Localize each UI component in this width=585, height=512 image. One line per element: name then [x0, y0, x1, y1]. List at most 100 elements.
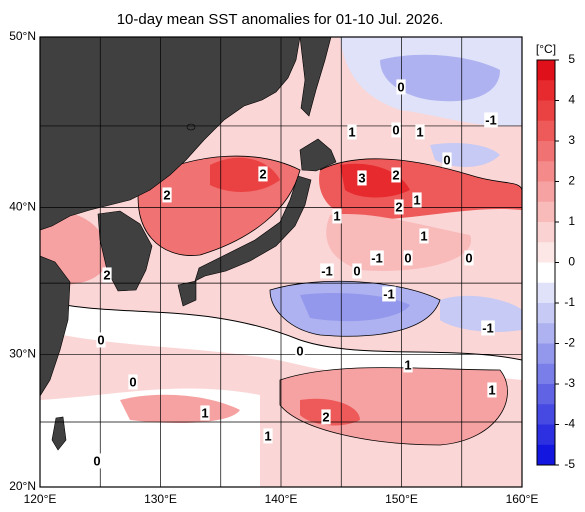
contour-label-bg: [352, 263, 362, 279]
contour-label-bg: [102, 267, 112, 283]
contour-label-bg: [320, 263, 334, 279]
colorbar-tick-label: -4: [564, 417, 575, 431]
colorbar-tick-label: 3: [568, 133, 575, 147]
colorbar-tick-label: 1: [568, 214, 575, 228]
contour-label-bg: [391, 167, 401, 183]
contour-label-bg: [96, 332, 106, 348]
contour-label: -1: [485, 112, 497, 127]
contour-label-bg: [394, 199, 404, 215]
map-title: 10-day mean SST anomalies for 01-10 Jul.…: [117, 11, 444, 28]
contour-label-bg: [128, 374, 138, 390]
colorbar-bin: [537, 141, 555, 162]
colorbar-bin: [537, 80, 555, 101]
contour-label-bg: [442, 152, 452, 168]
contour-label-bg: [484, 112, 498, 128]
colorbar-bin: [537, 161, 555, 182]
contour-label: 1: [488, 382, 495, 397]
land: [40, 37, 337, 451]
y-tick-label: 20°N: [9, 479, 36, 493]
x-tick-label: 160°E: [506, 492, 539, 506]
colorbar-tick-label: 4: [568, 93, 575, 107]
x-tick-label: 140°E: [265, 492, 298, 506]
contour-label-bg: [200, 405, 210, 421]
contour-label: 2: [259, 166, 266, 181]
contour-label: 0: [93, 453, 100, 468]
y-tick-label: 40°N: [9, 200, 36, 214]
contour-label: -1: [383, 286, 395, 301]
colorbar-bin: [537, 424, 555, 446]
contour-label-bg: [396, 79, 406, 95]
colorbar: 5 4 3 2 1 0 -1 -2 -3 -4 -5: [536, 52, 575, 471]
contour-label: -1: [482, 320, 494, 335]
colorbar-bin: [537, 282, 555, 304]
colorbar-tick-label: -1: [564, 295, 575, 309]
contour-label-bg: [464, 250, 474, 266]
contour-label-bg: [481, 320, 495, 336]
contour-label-bg: [382, 286, 396, 302]
contour-label-bg: [487, 382, 497, 398]
colorbar-bin: [537, 242, 555, 263]
contour-label: 0: [443, 152, 450, 167]
contour-label-bg: [295, 343, 305, 359]
contour-label: 0: [397, 79, 404, 94]
colorbar-bin: [537, 222, 555, 243]
contour-label-bg: [419, 228, 429, 244]
colorbar-tick-label: 2: [568, 174, 575, 188]
contour-label: 0: [392, 122, 399, 137]
y-tick-label: 50°N: [9, 29, 36, 43]
colorbar-tick-label: -5: [564, 457, 575, 471]
contour-label-bg: [415, 124, 425, 140]
contour-label: 2: [163, 187, 170, 202]
contour-label: 1: [348, 124, 355, 139]
contour-label-bg: [357, 170, 367, 186]
contour-label-bg: [391, 122, 401, 138]
colorbar-bin: [537, 60, 555, 81]
colorbar-bin: [537, 404, 555, 425]
contour-label: 3: [358, 170, 365, 185]
colorbar-tick-label: -3: [564, 376, 575, 390]
contour-label: 1: [201, 405, 208, 420]
colorbar-bin: [537, 120, 555, 142]
contour-label-bg: [347, 124, 357, 140]
contour-label: 1: [333, 208, 340, 223]
contour-label: 1: [413, 192, 420, 207]
x-tick-label: 120°E: [24, 492, 57, 506]
contour-label: -1: [371, 250, 383, 265]
contour-label: 0: [129, 374, 136, 389]
contour-label: 1: [264, 428, 271, 443]
colorbar-bin: [537, 444, 555, 466]
x-tick-label: 150°E: [385, 492, 418, 506]
colorbar-tick-label: 5: [568, 52, 575, 66]
colorbar-tick-label: -2: [564, 336, 575, 350]
contour-label: 0: [465, 250, 472, 265]
colorbar-bin: [537, 303, 555, 324]
contour-label: -1: [321, 263, 333, 278]
colorbar-bin: [537, 100, 555, 122]
colorbar-bin: [537, 343, 555, 365]
colorbar-tick-label: 0: [568, 255, 575, 269]
colorbar-bin: [537, 323, 555, 344]
contour-label: 1: [404, 357, 411, 372]
contour-label: 2: [103, 267, 110, 282]
contour-label-bg: [321, 409, 331, 425]
colorbar-unit: [°C]: [536, 42, 556, 56]
contour-label-bg: [92, 453, 102, 469]
y-tick-label: 30°N: [9, 346, 36, 360]
contour-label-bg: [403, 250, 413, 266]
contour-label: 2: [322, 409, 329, 424]
contour-label: 2: [392, 167, 399, 182]
contour-label-bg: [162, 187, 172, 203]
contour-label-bg: [258, 166, 268, 182]
contour-label: 0: [296, 343, 303, 358]
contour-label: 1: [420, 228, 427, 243]
contour-label-bg: [403, 357, 413, 373]
contour-label: 1: [416, 124, 423, 139]
colorbar-bin: [537, 363, 555, 385]
contour-label: 0: [97, 332, 104, 347]
colorbar-bin: [537, 181, 555, 203]
contour-label-bg: [332, 208, 342, 224]
contour-label-bg: [370, 250, 384, 266]
contour-label-bg: [263, 428, 273, 444]
colorbar-bin: [537, 384, 555, 405]
